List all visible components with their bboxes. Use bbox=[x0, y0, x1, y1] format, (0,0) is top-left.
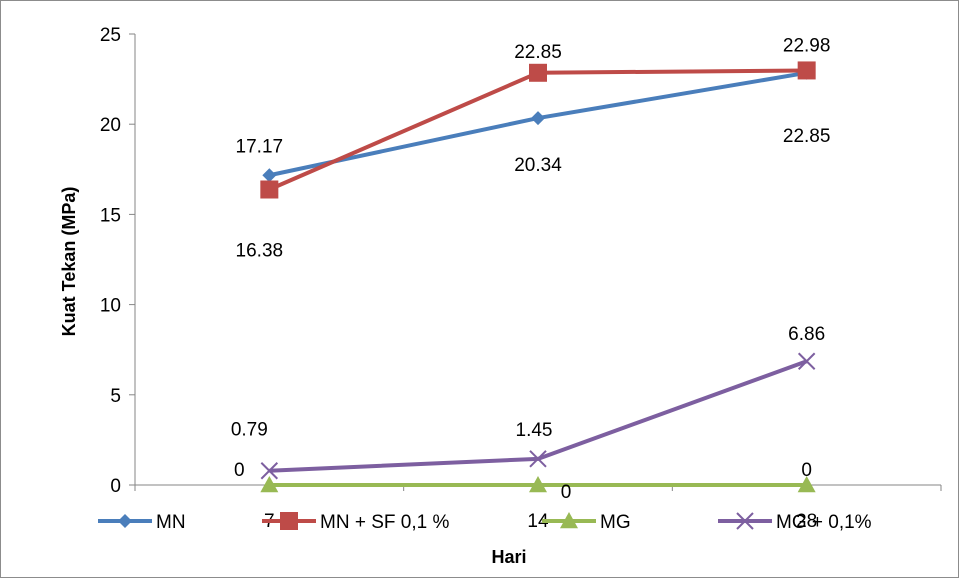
data-point bbox=[118, 514, 132, 528]
series-4 bbox=[260, 352, 816, 480]
legend-item-3: MG bbox=[542, 512, 631, 533]
data-label: 6.86 bbox=[788, 324, 825, 345]
data-label: 0 bbox=[234, 460, 245, 481]
legend-item-2: MN + SF 0,1 % bbox=[262, 512, 449, 533]
data-point-stroke bbox=[797, 352, 816, 370]
x-tick-label: 14 bbox=[527, 511, 549, 532]
data-label: 0 bbox=[561, 482, 572, 503]
y-tick-label: 25 bbox=[100, 25, 121, 46]
data-point bbox=[560, 512, 578, 529]
data-label: 0.79 bbox=[231, 420, 268, 441]
x-tick-label: 28 bbox=[796, 511, 817, 532]
data-point bbox=[280, 512, 298, 530]
data-point-stroke bbox=[529, 450, 547, 468]
series-layer bbox=[260, 61, 816, 493]
legend: MN MN + SF 0,1 % MG MG + 0,1% bbox=[98, 512, 872, 533]
data-point bbox=[260, 462, 279, 480]
series-3 bbox=[260, 476, 816, 493]
data-label: 22.85 bbox=[514, 42, 562, 63]
legend-label: MN + SF 0,1 % bbox=[320, 512, 449, 533]
y-axis-title: Kuat Tekan (MPa) bbox=[59, 187, 79, 337]
data-point bbox=[260, 180, 279, 199]
data-point-stroke bbox=[260, 462, 279, 480]
legend-label: MN bbox=[156, 512, 186, 533]
data-point bbox=[529, 63, 547, 82]
data-label: 1.45 bbox=[516, 420, 553, 441]
y-tick-label: 10 bbox=[100, 296, 121, 317]
y-tick-label: 15 bbox=[100, 205, 121, 226]
data-point bbox=[529, 476, 547, 493]
data-point bbox=[262, 168, 277, 183]
data-label: 22.85 bbox=[783, 126, 831, 147]
data-label: 0 bbox=[801, 460, 812, 481]
data-point bbox=[531, 111, 545, 126]
data-label: 22.98 bbox=[783, 35, 831, 56]
y-tick-label: 20 bbox=[100, 115, 121, 136]
legend-label: MG + 0,1% bbox=[776, 512, 872, 533]
data-point bbox=[260, 476, 279, 493]
data-point bbox=[797, 61, 816, 80]
legend-item-1: MN bbox=[98, 512, 186, 533]
x-axis-title: Hari bbox=[491, 547, 526, 567]
series-line bbox=[269, 359, 808, 473]
data-point-stroke bbox=[736, 512, 754, 530]
axes: 051015202571428 bbox=[100, 25, 942, 532]
data-point bbox=[736, 512, 754, 530]
data-label: 16.38 bbox=[236, 241, 284, 262]
data-labels: 17.17 20.34 22.85 16.38 22.85 22.98 0 0 0 0.79 1.4… bbox=[231, 35, 831, 503]
data-point bbox=[797, 476, 816, 493]
data-label: 17.17 bbox=[236, 136, 284, 157]
legend-label: MG bbox=[600, 512, 631, 533]
y-tick-label: 5 bbox=[110, 386, 121, 407]
data-point bbox=[529, 450, 547, 468]
y-tick-label: 0 bbox=[110, 476, 121, 497]
legend-item-4: MG + 0,1% bbox=[718, 512, 872, 533]
data-point bbox=[797, 352, 816, 370]
data-label: 20.34 bbox=[514, 155, 562, 176]
series-2 bbox=[260, 61, 816, 199]
